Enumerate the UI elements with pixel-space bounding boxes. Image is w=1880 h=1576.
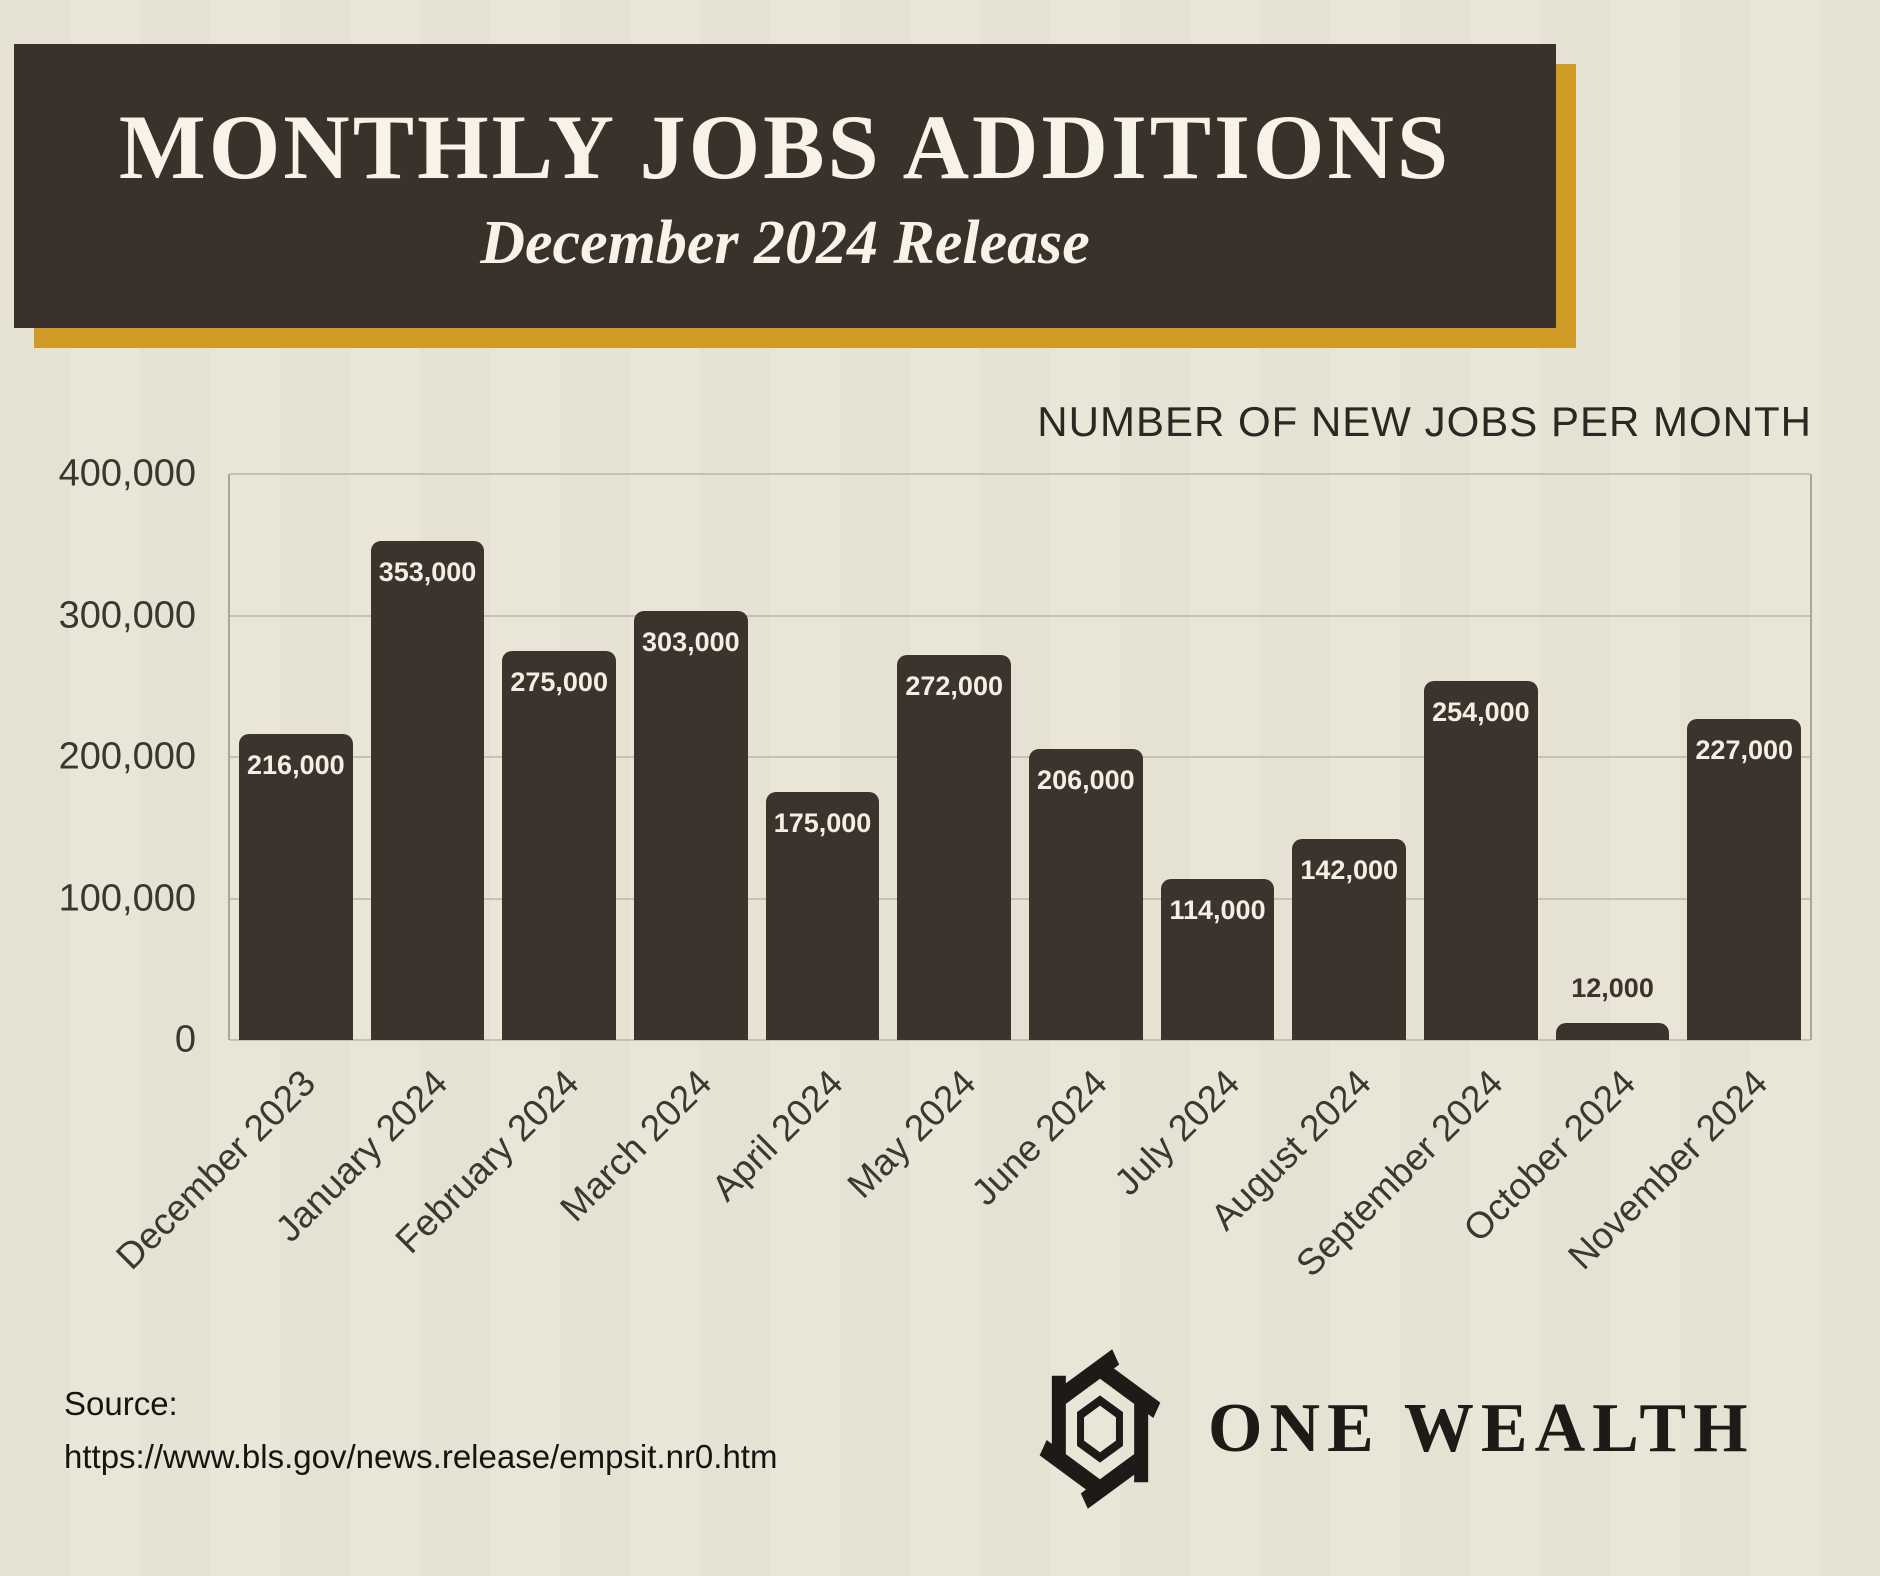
bar-value-label: 12,000 xyxy=(1571,973,1654,1004)
bar-march-2024: 303,000 xyxy=(634,611,748,1040)
header-banner: MONTHLY JOBS ADDITIONS December 2024 Rel… xyxy=(14,44,1556,328)
bar-group: 114,000 xyxy=(1152,474,1284,1040)
source-label: Source: xyxy=(64,1385,178,1422)
bar-june-2024: 206,000 xyxy=(1029,748,1143,1040)
gridlines xyxy=(230,473,1810,1041)
bar-july-2024: 114,000 xyxy=(1160,878,1275,1040)
bar-april-2024: 175,000 xyxy=(765,792,880,1040)
bar-group: 206,000 xyxy=(1020,474,1152,1040)
gridline xyxy=(230,756,1810,758)
bar-group: 353,000 xyxy=(362,474,494,1040)
bar-value-label: 353,000 xyxy=(378,556,477,587)
x-tick-label: December 2023 xyxy=(107,1062,323,1278)
bar-value-label: 142,000 xyxy=(1300,855,1399,886)
bar-january-2024: 353,000 xyxy=(370,540,485,1040)
source-url: https://www.bls.gov/news.release/empsit.… xyxy=(64,1437,778,1475)
plot-area: 216,000 353,000 275,000 303,000 175,000 272,0… xyxy=(228,473,1812,1041)
page-subtitle: December 2024 Release xyxy=(480,208,1090,277)
bar-february-2024: 275,000 xyxy=(502,650,617,1040)
bar-group: 175,000 xyxy=(757,474,889,1040)
gridline xyxy=(230,1039,1810,1041)
chart-title: NUMBER OF NEW JOBS PER MONTH xyxy=(1037,398,1812,445)
gridline xyxy=(230,473,1810,475)
bar-value-label: 272,000 xyxy=(905,671,1003,702)
bar-group: 142,000 xyxy=(1283,474,1415,1040)
bar-may-2024: 272,000 xyxy=(897,655,1012,1040)
y-tick-label: 300,000 xyxy=(58,594,196,636)
y-tick-label: 100,000 xyxy=(58,877,196,919)
y-axis: 0 100,000 200,000 300,000 400,000 xyxy=(0,453,212,1061)
bar-august-2024: 142,000 xyxy=(1292,839,1407,1040)
brand-name: ONE WEALTH xyxy=(1208,1390,1755,1467)
gridline xyxy=(230,614,1810,617)
bar-september-2024: 254,000 xyxy=(1424,680,1538,1040)
x-tick: November 2024 xyxy=(1560,1046,1812,1356)
bar-group: 227,000 xyxy=(1678,474,1810,1040)
source-block: Source: https://www.bls.gov/news.release… xyxy=(64,1378,777,1484)
bar-value-label: 216,000 xyxy=(247,750,345,781)
bar-group: 275,000 xyxy=(493,474,625,1040)
bar-group: 216,000 xyxy=(230,474,362,1040)
y-tick-label: 200,000 xyxy=(58,735,196,778)
bar-value-label: 227,000 xyxy=(1695,734,1794,765)
y-tick-label: 400,000 xyxy=(58,452,196,495)
page-title: MONTHLY JOBS ADDITIONS xyxy=(118,95,1452,198)
bar-value-label: 275,000 xyxy=(510,666,608,697)
bar-value-label: 206,000 xyxy=(1037,764,1135,795)
bar-value-label: 114,000 xyxy=(1169,894,1266,925)
gridline xyxy=(230,897,1810,900)
bar-value-label: 254,000 xyxy=(1432,696,1530,727)
x-tick: June 2024 xyxy=(964,1046,1152,1356)
brand-block: ONE WEALTH xyxy=(1030,1340,1755,1518)
bar-group: 12,000 xyxy=(1547,474,1679,1040)
bar-group: 254,000 xyxy=(1415,474,1547,1040)
bar-value-label: 175,000 xyxy=(773,808,872,839)
bar-october-2024: 12,000 xyxy=(1555,973,1670,1040)
bars: 216,000 353,000 275,000 303,000 175,000 272,0… xyxy=(230,474,1810,1040)
bar-december-2023: 216,000 xyxy=(239,734,353,1040)
bar-group: 303,000 xyxy=(625,474,757,1040)
y-tick-label: 0 xyxy=(174,1018,196,1061)
x-axis: December 2023 January 2024 February 2024 Ma… xyxy=(108,1046,1812,1356)
one-wealth-logo-icon xyxy=(1030,1340,1170,1518)
bar-november-2024: 227,000 xyxy=(1687,718,1802,1040)
bar-group: 272,000 xyxy=(888,474,1020,1040)
bar-value-label: 303,000 xyxy=(642,627,740,658)
